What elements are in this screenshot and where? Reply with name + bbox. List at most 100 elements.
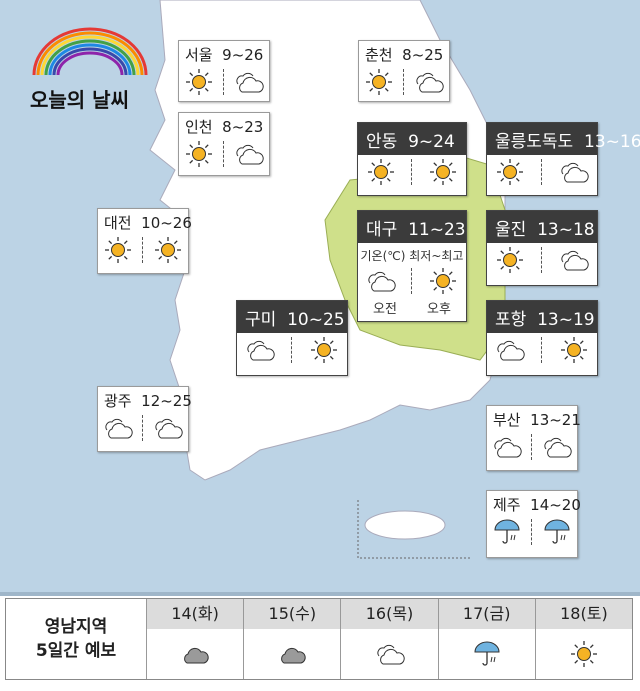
city-box: 서울 9~26 [178, 40, 270, 102]
city-name: 울릉도독도 [495, 132, 574, 152]
icon-row [179, 67, 269, 97]
partly-cloudy-icon [236, 144, 264, 165]
sun-icon [185, 141, 212, 167]
sun-icon [104, 237, 131, 263]
city-header: 울진 13~18 [487, 211, 597, 243]
icon-row [98, 235, 188, 265]
forecast-date: 15(수) [244, 599, 341, 629]
icon-row [487, 335, 597, 365]
city-name: 인천 [185, 118, 213, 136]
city-header: 포항 13~19 [487, 301, 597, 333]
partly-cloudy-icon [368, 271, 396, 292]
sun-icon [155, 237, 182, 263]
city-header: 광주 12~25 [98, 387, 192, 411]
city-temp: 13~18 [537, 220, 595, 240]
city-name: 부산 [493, 411, 521, 429]
city-box: 울진 13~18 [486, 210, 598, 286]
sun-icon [310, 337, 337, 363]
icon-row [487, 517, 577, 547]
city-name: 제주 [493, 496, 521, 514]
city-name: 구미 [245, 310, 277, 330]
city-header: 대구 11~23 [358, 211, 466, 243]
partly-cloudy-icon [416, 72, 444, 93]
city-temp: 8~23 [222, 118, 264, 136]
partly-cloudy-icon [494, 437, 522, 458]
icon-row [358, 266, 466, 296]
city-temp: 11~23 [408, 220, 466, 240]
divider [541, 247, 543, 273]
icon-row [487, 245, 597, 275]
weather-map: 오늘의 날씨 서울 9~26 인천 8~23 춘천 8~25 대전 10~26 광주 1… [0, 0, 640, 596]
forecast-date: 16(목) [341, 599, 438, 629]
divider [541, 159, 543, 185]
partly-cloudy-icon [155, 418, 183, 439]
sun-icon [185, 69, 212, 95]
divider [223, 141, 225, 167]
partly-cloudy-icon [247, 340, 275, 361]
forecast-date: 14(화) [147, 599, 244, 629]
city-header: 인천 8~23 [179, 113, 269, 137]
city-temp: 12~25 [141, 392, 192, 410]
city-box: 제주 14~20 [486, 490, 581, 558]
divider [403, 69, 405, 95]
forecast-label-region: 영남지역 [44, 617, 108, 637]
city-box: 대전 10~26 [97, 208, 192, 274]
icon-row [237, 335, 347, 365]
divider [531, 519, 533, 545]
umbrella-rain-icon [494, 519, 520, 544]
map-title: 오늘의 날씨 [30, 88, 129, 112]
cloud-icon [281, 647, 306, 664]
city-name: 안동 [366, 132, 398, 152]
divider [531, 434, 533, 460]
forecast-day: 16(목) [341, 599, 439, 679]
city-box: 인천 8~23 [178, 112, 270, 176]
sun-icon [367, 159, 394, 185]
am-label: 오전 [373, 302, 397, 317]
divider [142, 237, 144, 263]
city-header: 울릉도독도 13~16 [487, 123, 640, 155]
divider [411, 159, 413, 185]
forecast-day: 17(금) [438, 599, 536, 679]
city-temp: 13~19 [537, 310, 595, 330]
city-name: 광주 [104, 392, 132, 410]
divider [541, 337, 543, 363]
forecast-date: 17(금) [438, 599, 535, 629]
partly-cloudy-icon [561, 162, 589, 183]
city-header: 부산 13~21 [487, 406, 581, 430]
city-temp: 8~25 [402, 46, 444, 64]
partly-cloudy-icon [544, 437, 572, 458]
partly-cloudy-icon [236, 72, 264, 93]
city-header: 서울 9~26 [179, 41, 269, 65]
city-header: 대전 10~26 [98, 209, 192, 233]
city-temp: 13~16 [584, 132, 640, 152]
cloud-icon [184, 647, 209, 664]
city-box: 안동 9~24 [357, 122, 467, 196]
city-box: 구미 10~25 [236, 300, 348, 376]
city-box: 춘천 8~25 [358, 40, 450, 102]
city-temp: 9~26 [222, 46, 264, 64]
city-name: 춘천 [365, 46, 393, 64]
city-name: 포항 [495, 310, 527, 330]
city-box: 부산 13~21 [486, 405, 581, 471]
city-temp: 10~26 [141, 214, 192, 232]
forecast-day: 15(수) [244, 599, 342, 679]
sun-icon [430, 268, 457, 294]
partly-cloudy-icon [376, 644, 405, 665]
icon-row [359, 67, 449, 97]
city-header: 구미 10~25 [237, 301, 347, 333]
city-temp: 10~25 [287, 310, 345, 330]
divider [291, 337, 293, 363]
divider [223, 69, 225, 95]
city-box: 광주 12~25 [97, 386, 192, 452]
icon-row [487, 432, 577, 462]
temp-legend: 기온(℃) 최저~최고 [360, 249, 464, 263]
icon-row [179, 139, 269, 169]
sun-icon [570, 641, 597, 667]
umbrella-rain-icon [474, 641, 500, 666]
rainbow-icon [32, 27, 148, 76]
forecast-label: 영남지역 5일간 예보 [6, 599, 147, 679]
city-name: 서울 [185, 46, 213, 64]
sun-icon [365, 69, 392, 95]
forecast-table: 영남지역 5일간 예보 14(화) 15(수) 16(목) 17(금) 18(토) [5, 598, 633, 680]
city-name: 대전 [104, 214, 132, 232]
